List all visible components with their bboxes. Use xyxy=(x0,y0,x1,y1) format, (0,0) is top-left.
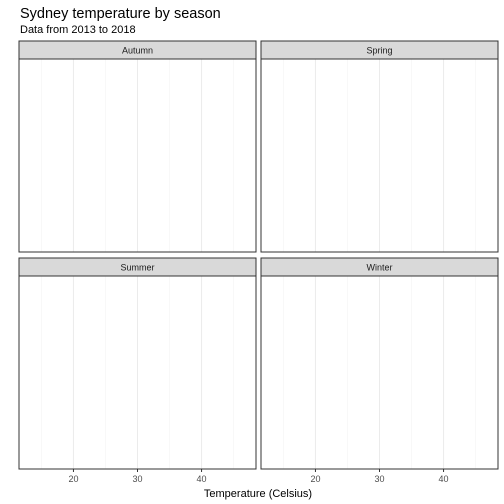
x-tick-label: 30 xyxy=(132,474,142,484)
x-tick-label: 20 xyxy=(310,474,320,484)
x-tick-label: 40 xyxy=(439,474,449,484)
panel-border xyxy=(260,58,499,253)
x-tick-label: 30 xyxy=(374,474,384,484)
facet-panel-spring: Spring xyxy=(260,40,499,253)
x-tick-label: 40 xyxy=(197,474,207,484)
facet-strip-label: Autumn xyxy=(122,46,153,56)
panel-border xyxy=(18,58,257,253)
facet-strip-label: Winter xyxy=(366,263,392,273)
chart-title: Sydney temperature by season xyxy=(20,6,221,22)
facet-strip-label: Summer xyxy=(120,263,154,273)
x-axis-label: Temperature (Celsius) xyxy=(204,488,312,500)
chart-subtitle: Data from 2013 to 2018 xyxy=(20,24,136,36)
facet-panel-summer: Summer 20 30 40 xyxy=(18,257,257,484)
x-tick-label: 20 xyxy=(68,474,78,484)
facet-strip-label: Spring xyxy=(366,46,392,56)
facet-panels: Autumn Spring Summer 20 30 40 Winter 20 30 40 xyxy=(18,40,499,484)
facet-panel-autumn: Autumn xyxy=(18,40,257,253)
facet-panel-winter: Winter 20 30 40 xyxy=(260,257,499,484)
